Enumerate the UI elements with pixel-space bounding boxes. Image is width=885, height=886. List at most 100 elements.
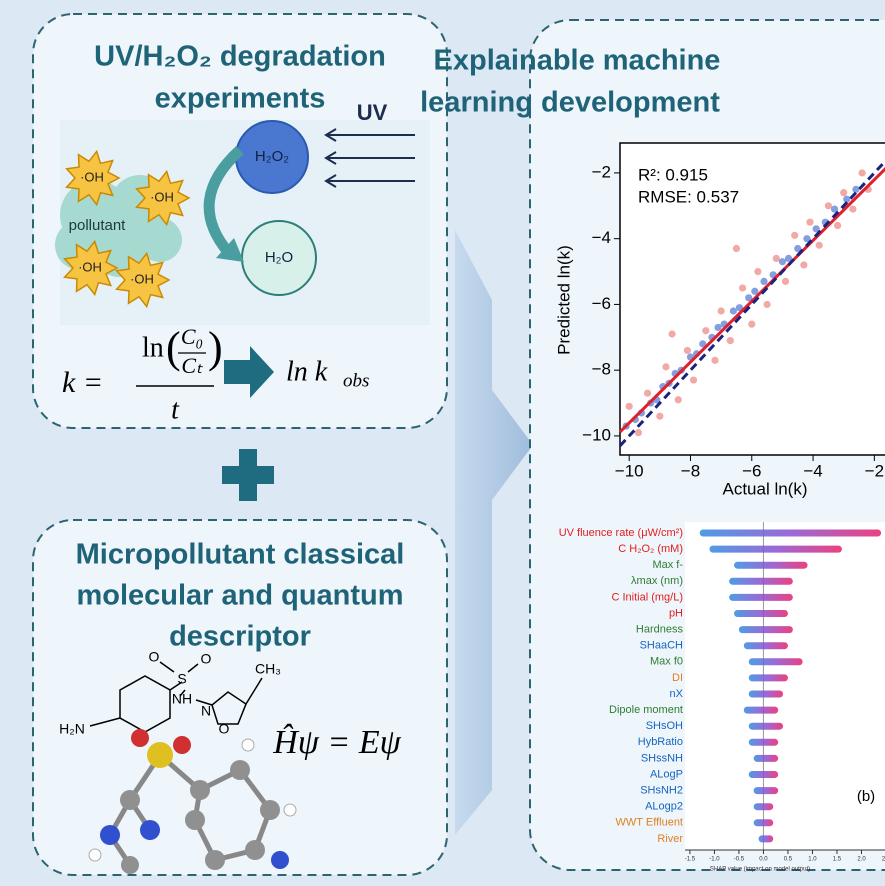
feature-label: River (657, 833, 683, 845)
feature-label: C Initial (mg/L) (611, 591, 683, 603)
radical-label: ·OH (80, 169, 104, 184)
y-tick-label: −4 (592, 228, 611, 247)
y-tick-label: −8 (592, 360, 611, 379)
shap-spread (748, 674, 788, 682)
x-tick-label: −8 (681, 461, 700, 480)
point (830, 205, 839, 213)
x-axis-label: SHAP value (impact on model output) (710, 867, 810, 873)
feature-label: SHsOH (646, 720, 683, 732)
point (772, 254, 780, 262)
point (726, 336, 734, 345)
atom-label: S (177, 671, 186, 687)
point (656, 412, 664, 420)
y-tick-label: −10 (582, 425, 611, 444)
shap-spread (748, 722, 784, 730)
x-tick-label: −4 (803, 461, 822, 480)
label: pollutant (69, 217, 127, 234)
point (760, 277, 768, 286)
panel-title: descriptor (169, 621, 311, 653)
point (806, 218, 814, 226)
shap-spread (753, 803, 774, 811)
y-tick-label: −6 (592, 294, 611, 313)
shap-spread (753, 787, 779, 795)
equation: k = (62, 366, 103, 399)
annotation: R²: 0.915 (638, 165, 708, 184)
molecule-3d (88, 729, 297, 874)
label: H₂O₂ (255, 148, 289, 165)
feature-label: DI (672, 672, 683, 684)
shap-spread (748, 658, 803, 666)
arrow-head (216, 238, 244, 262)
atom-label: O (201, 651, 212, 667)
atom-label: N (201, 703, 211, 719)
reaction-arrow (203, 145, 244, 256)
point (717, 307, 725, 315)
point (778, 258, 787, 266)
atom-label: O (149, 649, 160, 665)
point (781, 277, 790, 286)
label: UV (357, 100, 388, 125)
x-tick-label: 2.0 (857, 857, 866, 863)
pollutant-cloud (55, 175, 182, 277)
point (689, 376, 698, 384)
point (815, 241, 823, 249)
point (625, 402, 633, 410)
plus (239, 449, 257, 501)
radical-star (65, 149, 121, 207)
atom-label: H₂N (59, 721, 85, 737)
point (791, 231, 799, 239)
point (634, 429, 642, 437)
radical-star (115, 251, 171, 309)
point (840, 189, 848, 197)
atom-label: NH (172, 691, 192, 707)
panel-title: Micropollutant classical (76, 539, 405, 571)
feature-label: HybRatio (638, 736, 683, 748)
paren: ( (166, 323, 181, 372)
feature-label: Max f0 (650, 656, 683, 668)
point (662, 363, 670, 371)
annotation: (b) (857, 788, 875, 805)
flow-arrow (455, 230, 533, 835)
point (745, 294, 753, 302)
point (738, 284, 747, 292)
panel-title: experiments (155, 83, 326, 115)
panel-title: Explainable machine (434, 45, 721, 77)
label: H₂O (265, 249, 293, 266)
y-tick-label: −2 (592, 162, 611, 181)
point (643, 389, 652, 397)
point (784, 254, 793, 262)
x-tick-label: −6 (742, 461, 761, 480)
shap-spread (753, 754, 779, 762)
x-tick-label: 1.0 (808, 857, 817, 863)
atom-label: O (219, 721, 230, 737)
panel-frame (32, 519, 448, 876)
feature-label: ALogp2 (645, 801, 683, 813)
point (754, 267, 762, 276)
feature-label: Hardness (636, 624, 684, 636)
point (858, 169, 866, 177)
radical-label: ·OH (130, 271, 154, 286)
equation: t (171, 394, 180, 425)
point (794, 244, 802, 253)
panel-title: UV/H₂O₂ degradation (94, 41, 386, 73)
equation: Ĥψ = Eψ (272, 724, 401, 761)
radical-label: ·OH (150, 189, 174, 204)
x-tick-label: 0.0 (759, 857, 768, 863)
shap-spread (743, 642, 788, 650)
shap-spread (729, 593, 793, 601)
plot-bg (685, 522, 885, 850)
feature-label: Max f- (652, 559, 683, 571)
feature-label: C H₂O₂ (mM) (618, 543, 683, 555)
radical-label: ·OH (78, 259, 102, 274)
feature-label: Dipole moment (609, 704, 683, 716)
point (748, 320, 756, 328)
equation: obs (343, 370, 369, 391)
feature-label: nX (670, 688, 684, 700)
point (800, 261, 808, 269)
point (803, 235, 811, 243)
feature-label: pH (669, 607, 683, 619)
point (674, 396, 682, 404)
point (668, 330, 676, 338)
equation: Cₜ (181, 353, 203, 378)
arrow (224, 346, 274, 398)
